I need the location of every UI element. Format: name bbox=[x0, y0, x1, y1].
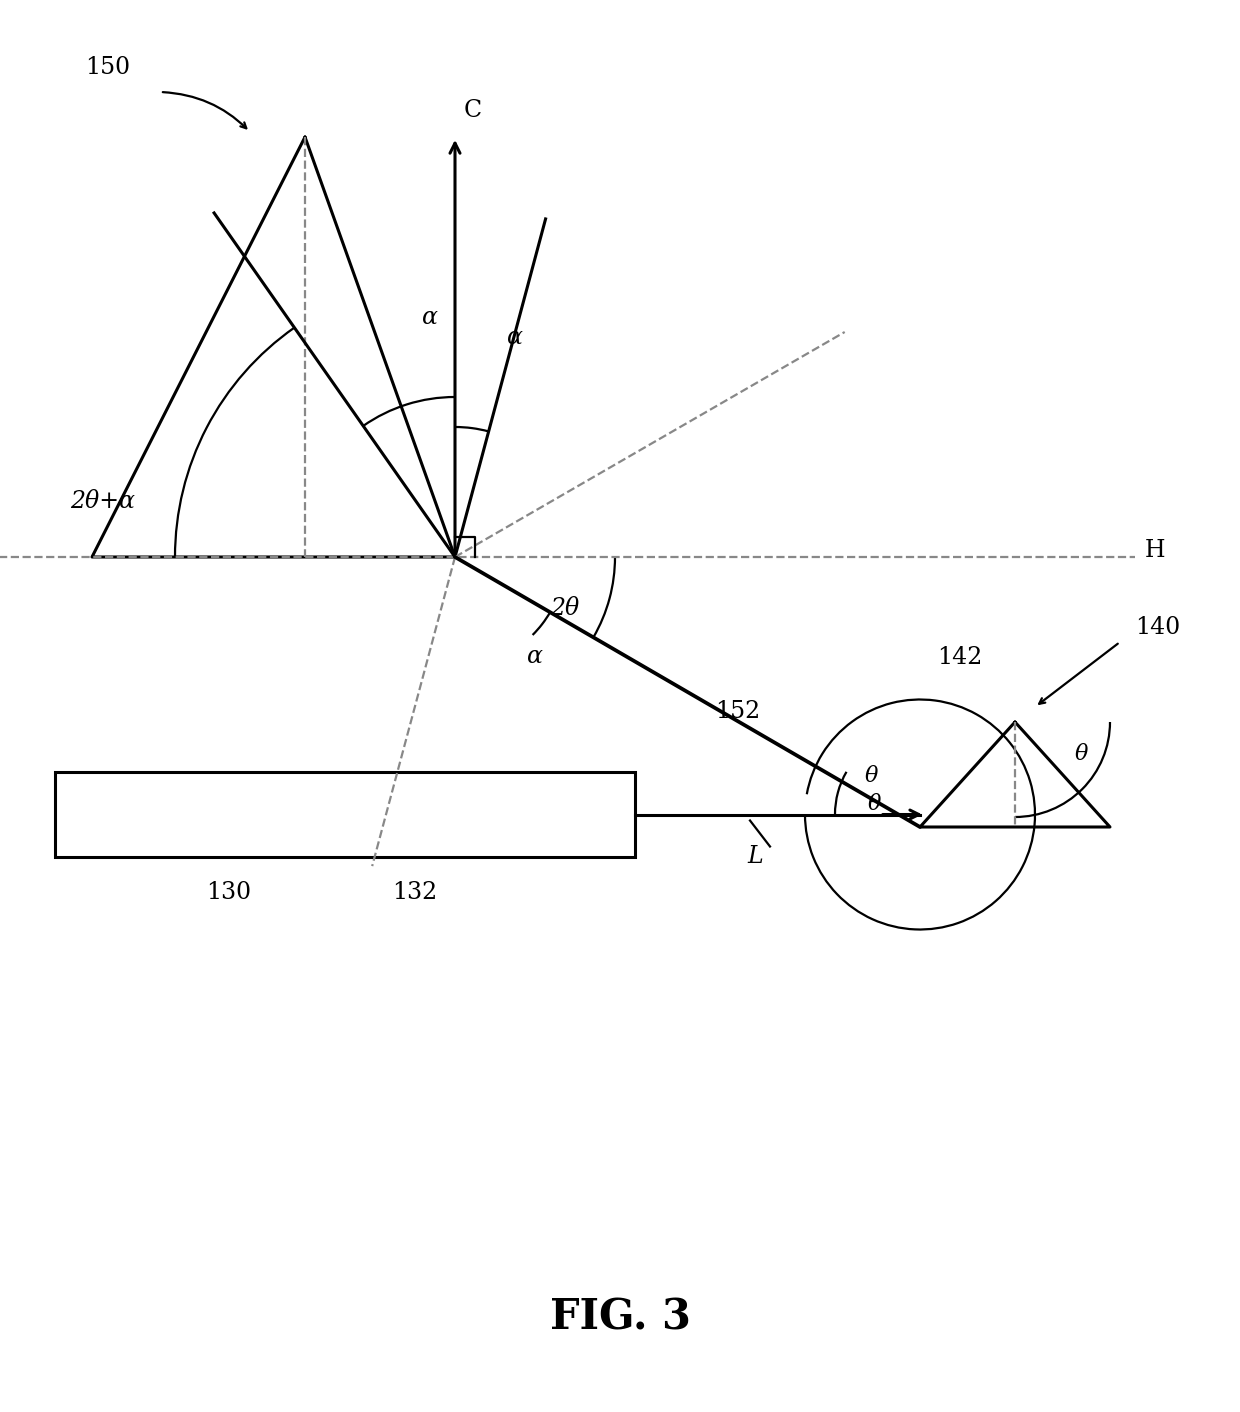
Text: α: α bbox=[527, 645, 543, 668]
Text: FIG. 3: FIG. 3 bbox=[549, 1296, 691, 1339]
Text: 150: 150 bbox=[86, 55, 130, 79]
Text: θ: θ bbox=[868, 792, 882, 815]
Text: α: α bbox=[507, 326, 523, 349]
Text: θ: θ bbox=[1075, 743, 1089, 765]
Text: 140: 140 bbox=[1135, 616, 1180, 638]
Text: θ: θ bbox=[866, 765, 878, 788]
Text: C: C bbox=[464, 99, 482, 121]
Text: 142: 142 bbox=[937, 645, 982, 668]
Text: 2θ+α: 2θ+α bbox=[69, 490, 135, 514]
Text: 130: 130 bbox=[206, 881, 252, 904]
Text: 2θ: 2θ bbox=[551, 597, 579, 620]
Text: 152: 152 bbox=[715, 700, 760, 723]
Bar bbox=[55, 772, 635, 857]
Text: 132: 132 bbox=[392, 881, 438, 904]
Text: α: α bbox=[422, 305, 438, 329]
Text: H: H bbox=[1145, 539, 1166, 562]
Text: L: L bbox=[748, 844, 763, 867]
